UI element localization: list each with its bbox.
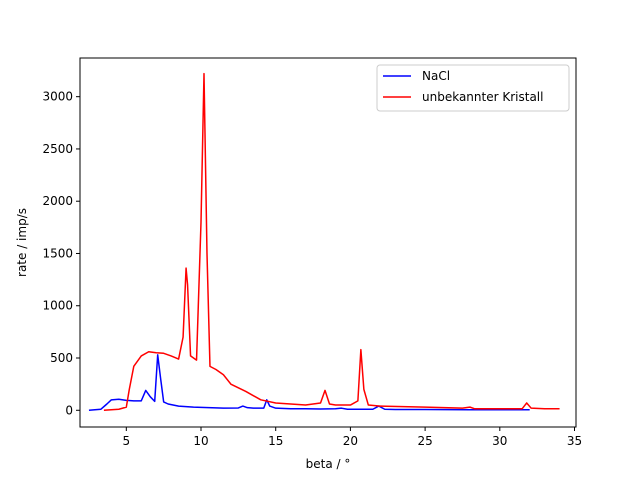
x-axis: 5 10 15 20 25 30 35: [122, 427, 582, 448]
x-tick-label: 15: [268, 434, 283, 448]
y-tick-label: 0: [65, 403, 73, 417]
x-tick-label: 5: [122, 434, 130, 448]
y-axis-label: rate / imp/s: [15, 208, 29, 277]
axes-frame: [79, 57, 577, 428]
y-axis: 0 500 1000 1500 2000 2500 3000: [42, 90, 80, 417]
x-axis-label: beta / °: [306, 457, 351, 471]
y-tick-label: 1000: [42, 299, 73, 313]
x-tick-label: 10: [193, 434, 208, 448]
y-tick-label: 3000: [42, 90, 73, 104]
legend: NaCl unbekannter Kristall: [376, 64, 570, 112]
series-line-1: [88, 354, 530, 412]
y-tick-label: 500: [50, 351, 73, 365]
x-tick-label: 35: [567, 434, 582, 448]
y-tick-label: 1500: [42, 246, 73, 260]
x-tick-label: 25: [417, 434, 432, 448]
legend-label: unbekannter Kristall: [422, 90, 543, 104]
y-tick-label: 2500: [42, 142, 73, 156]
legend-box: [376, 64, 570, 112]
legend-label: NaCl: [422, 69, 450, 83]
series-line-2: [103, 72, 560, 412]
series-layer: [88, 72, 560, 412]
y-tick-label: 2000: [42, 194, 73, 208]
x-tick-label: 30: [492, 434, 507, 448]
x-tick-label: 20: [343, 434, 358, 448]
